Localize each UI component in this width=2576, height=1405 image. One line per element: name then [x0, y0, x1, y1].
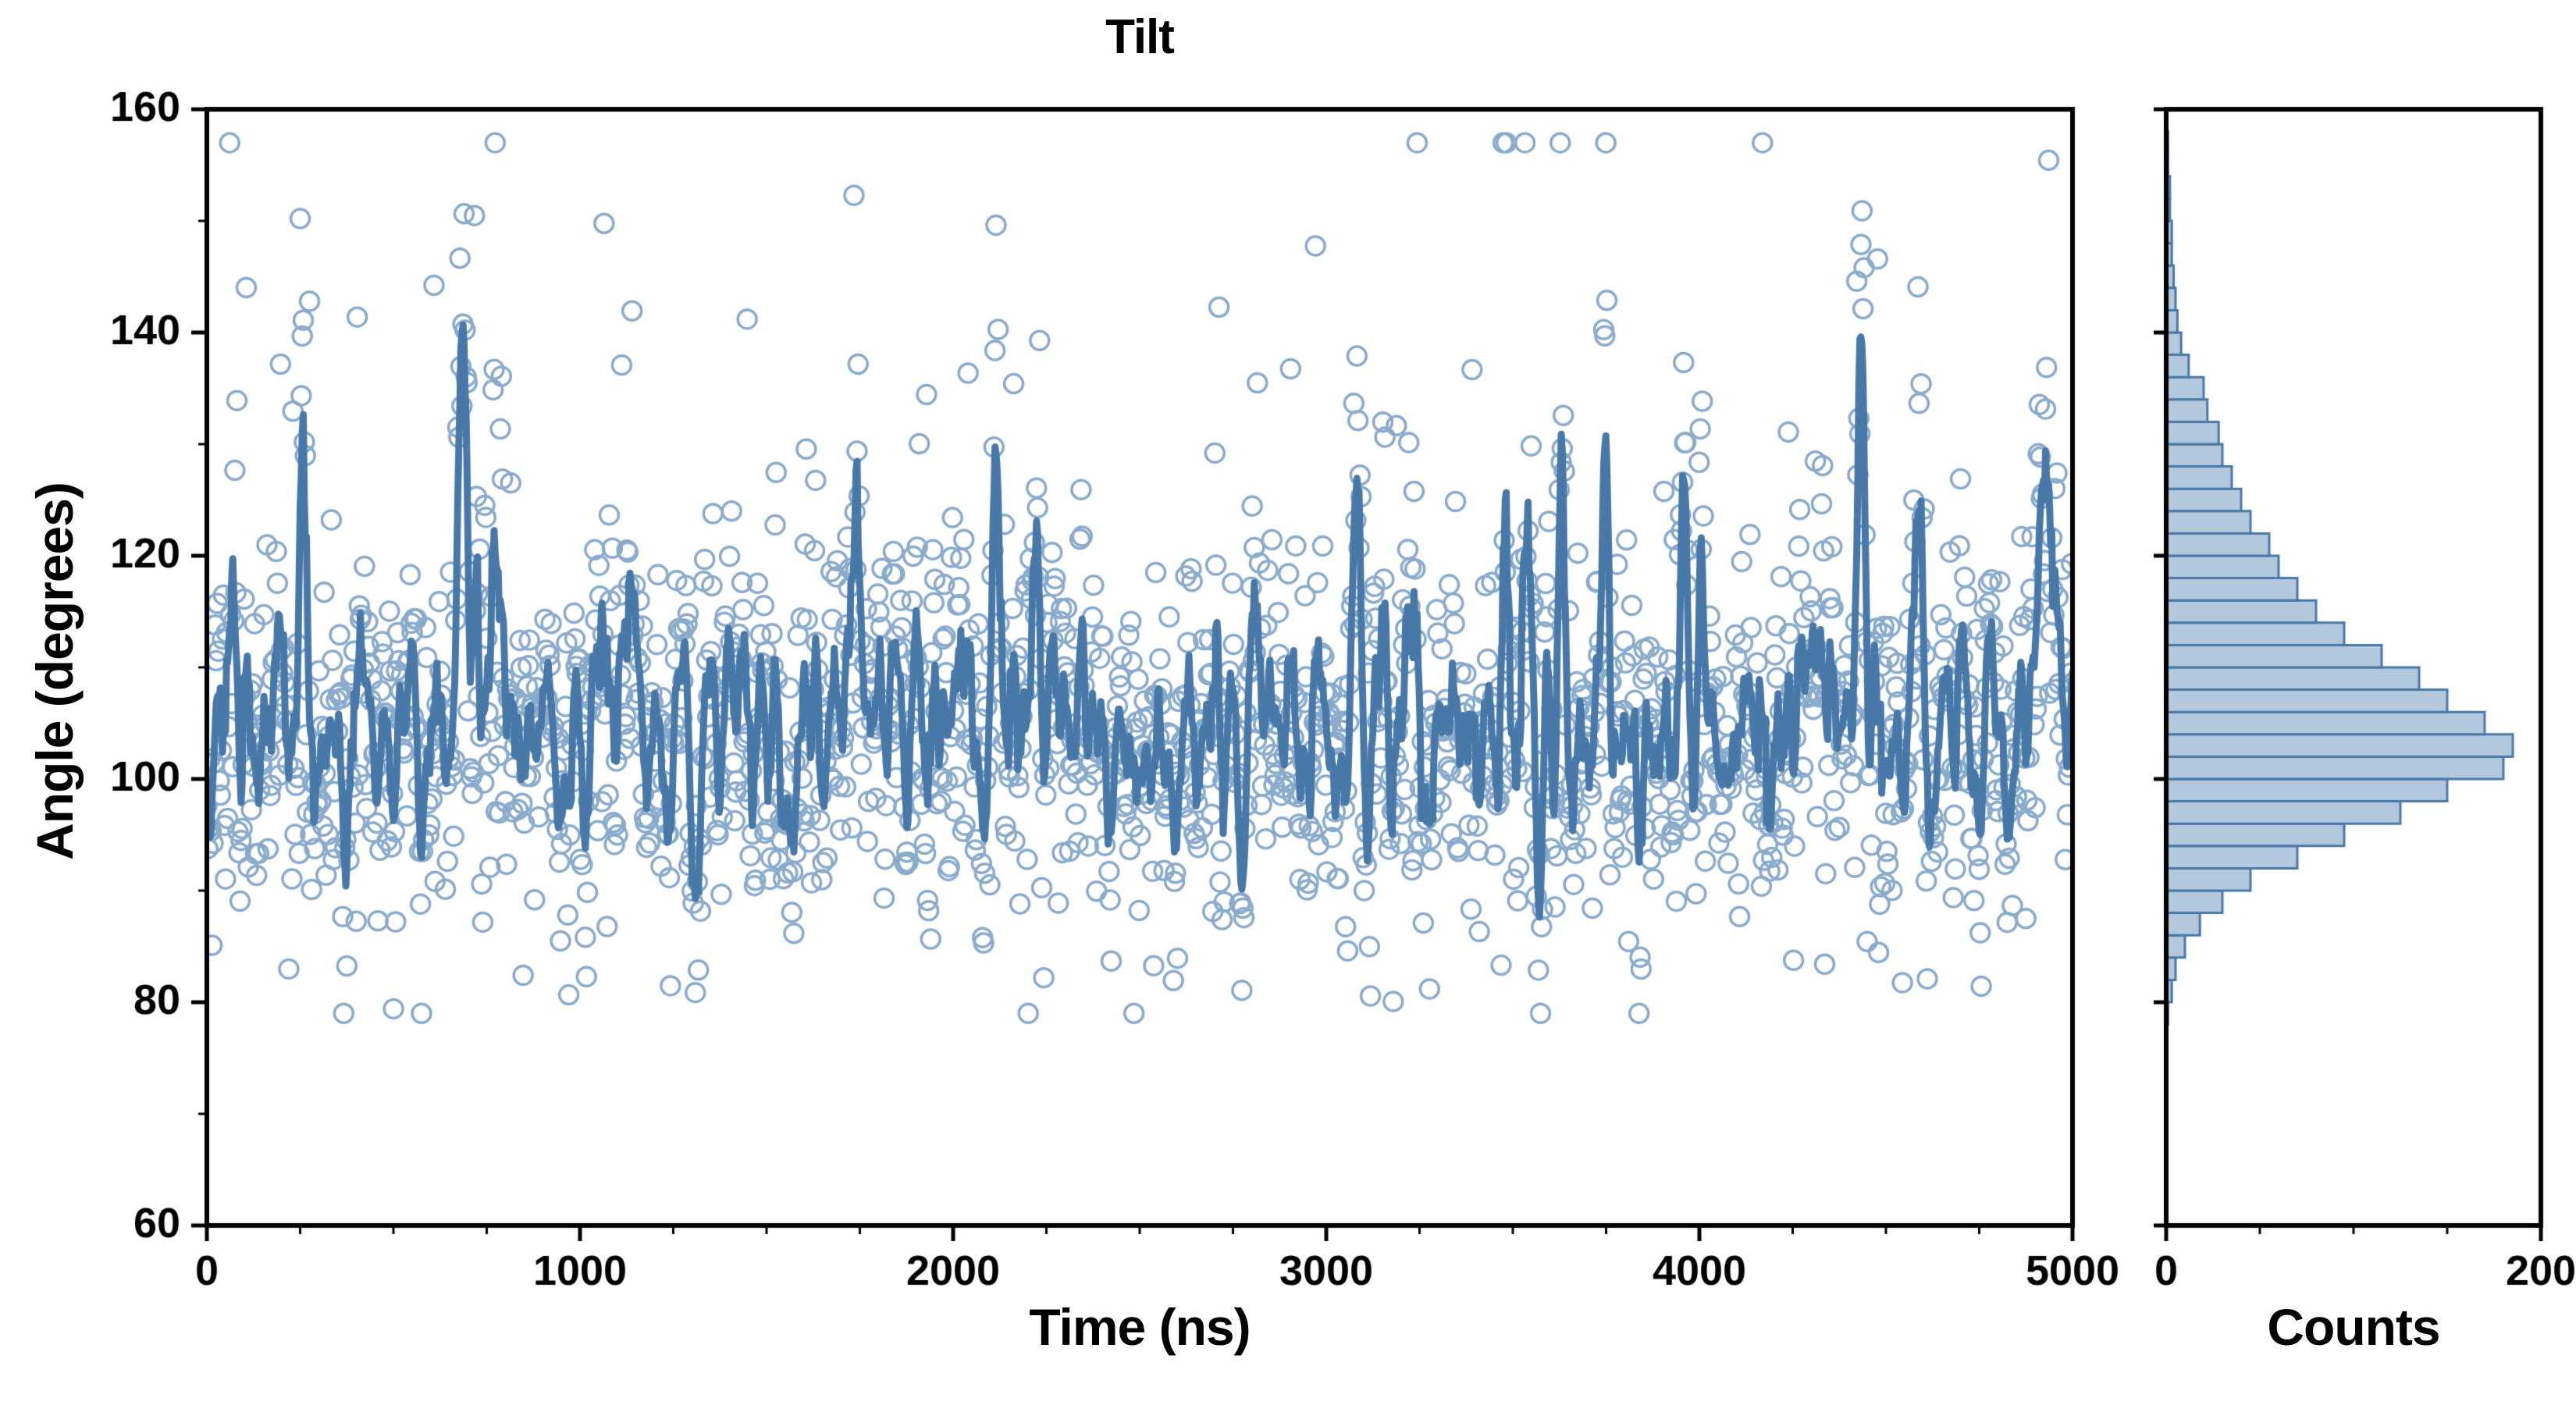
- x-axis-label: Time (ns): [1029, 1298, 1251, 1356]
- hist-x-axis-label: Counts: [2267, 1298, 2440, 1356]
- y-axis-label: Angle (degrees): [26, 482, 84, 860]
- chart-title: Tilt: [1105, 10, 1175, 64]
